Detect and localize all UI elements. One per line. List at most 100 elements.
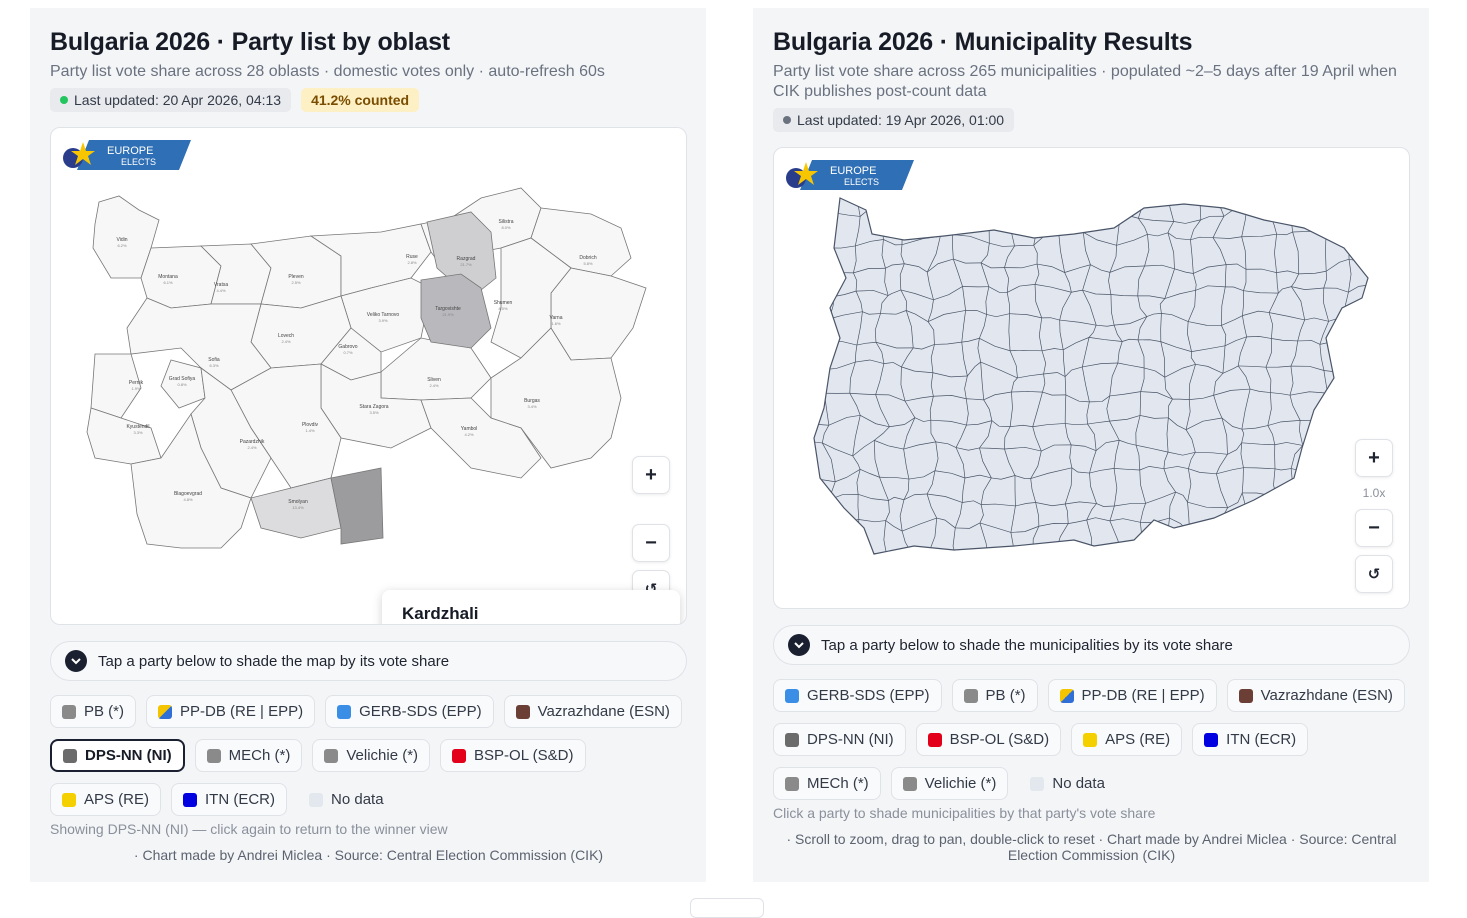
party-label: APS (RE) [84, 791, 149, 808]
party-label: No data [331, 791, 384, 808]
party-swatch-icon [158, 705, 172, 719]
party-filter-chip[interactable]: APS (RE) [1071, 723, 1182, 756]
party-swatch-icon [785, 777, 799, 791]
municipality-border [1097, 187, 1110, 195]
zoom-level: 1.0x [1355, 486, 1393, 500]
shade-hint-toggle[interactable]: Tap a party below to shade the map by it… [50, 641, 687, 681]
municipality-map[interactable]: EUROPE ELECTS + 1.0x − ↺ [773, 147, 1410, 609]
bottom-button[interactable] [690, 898, 764, 918]
oblast-value-label: 0.7% [343, 350, 353, 355]
oblast-map[interactable]: EUROPE ELECTS [50, 127, 687, 625]
shade-hint-toggle[interactable]: Tap a party below to shade the municipal… [773, 625, 1410, 665]
party-label: No data [1052, 775, 1105, 792]
zoom-in-button[interactable]: + [632, 456, 670, 494]
party-filter-chip[interactable]: Velichie (*) [312, 739, 430, 772]
party-filter-chip[interactable]: Vazrazhdane (ESN) [504, 695, 682, 728]
party-swatch-icon [903, 777, 917, 791]
municipality-border [829, 270, 834, 297]
party-label: GERB-SDS (EPP) [359, 703, 482, 720]
party-legend: GERB-SDS (EPP) PB (*) PP-DB (RE | EPP) Vazr… [773, 679, 1413, 800]
oblast-kardzhali[interactable] [331, 468, 383, 544]
party-filter-chip[interactable]: GERB-SDS (EPP) [773, 679, 942, 712]
municipality-border [1015, 183, 1039, 188]
last-updated-badge: Last updated: 19 Apr 2026, 01:00 [773, 108, 1014, 132]
counted-badge: 41.2% counted [301, 88, 419, 112]
last-updated-badge: Last updated: 20 Apr 2026, 04:13 [50, 88, 291, 112]
municipality-border [887, 555, 913, 556]
party-filter-chip[interactable]: Vazrazhdane (ESN) [1227, 679, 1405, 712]
municipality-border [1056, 549, 1091, 551]
party-filter-chip[interactable]: PP-DB (RE | EPP) [1048, 679, 1217, 712]
party-filter-chip[interactable]: PP-DB (RE | EPP) [146, 695, 315, 728]
zoom-out-button[interactable]: − [1355, 509, 1393, 547]
zoom-in-button[interactable]: + [1355, 439, 1393, 477]
oblast-value-label: 4.8% [183, 497, 193, 502]
municipality-border [809, 500, 828, 507]
party-filter-chip[interactable]: Velichie (*) [891, 767, 1009, 800]
municipality-border [1122, 546, 1139, 553]
municipality-border [830, 520, 859, 527]
municipality-border [796, 427, 806, 441]
municipality-border [1293, 212, 1327, 217]
party-swatch-icon [62, 705, 76, 719]
municipality-border [1350, 339, 1351, 377]
municipality-border [988, 559, 1015, 560]
oblast-sliven[interactable] [381, 338, 491, 400]
municipality-border [1190, 533, 1197, 555]
party-filter-chip[interactable]: BSP-OL (S&D) [916, 723, 1061, 756]
party-label: Vazrazhdane (ESN) [538, 703, 670, 720]
party-filter-chip[interactable]: APS (RE) [50, 783, 161, 816]
party-swatch-icon [207, 749, 221, 763]
party-filter-chip[interactable]: MECh (*) [773, 767, 881, 800]
municipality-map-svg[interactable] [774, 148, 1410, 609]
municipality-border [1086, 208, 1120, 210]
municipality-border [986, 182, 1015, 184]
reset-zoom-button[interactable]: ↺ [1355, 555, 1393, 593]
party-label: BSP-OL (S&D) [950, 731, 1049, 748]
party-label: DPS-NN (NI) [85, 747, 172, 764]
party-label: Velichie (*) [346, 747, 418, 764]
oblast-value-label: 1.4% [305, 428, 315, 433]
party-filter-chip[interactable]: GERB-SDS (EPP) [325, 695, 494, 728]
party-filter-chip[interactable]: DPS-NN (NI) [773, 723, 906, 756]
party-filter-chip[interactable]: ITN (ECR) [1192, 723, 1308, 756]
oblast-map-svg[interactable]: Vidin6.2%Montana6.1%Vratsa4.4%Pleven2.5%… [51, 128, 687, 625]
status-dot-icon [783, 116, 791, 124]
municipality-border [824, 184, 832, 213]
municipality-border [825, 547, 856, 552]
municipality-border [928, 556, 957, 559]
party-swatch-icon [1030, 777, 1044, 791]
municipality-border [1322, 444, 1347, 455]
municipality-border [811, 341, 827, 345]
party-filter-chip[interactable]: PB (*) [952, 679, 1038, 712]
municipality-border [1327, 218, 1346, 222]
no-data-legend: No data [297, 783, 396, 816]
status-badges: Last updated: 20 Apr 2026, 04:13 41.2% c… [50, 88, 419, 112]
municipality-border [1317, 444, 1322, 475]
municipality-border [1329, 519, 1348, 522]
oblast-kyustendil[interactable] [87, 408, 161, 464]
municipality-border [1347, 474, 1355, 494]
municipality-border [1355, 549, 1379, 554]
municipality-border [1197, 184, 1215, 195]
oblast-varna[interactable] [551, 268, 646, 360]
party-label: MECh (*) [229, 747, 291, 764]
party-filter-chip[interactable]: DPS-NN (NI) [50, 739, 185, 772]
party-filter-chip[interactable]: BSP-OL (S&D) [440, 739, 585, 772]
municipality-border [952, 216, 963, 234]
municipality-border [1328, 393, 1330, 415]
party-filter-chip[interactable]: PB (*) [50, 695, 136, 728]
municipality-border [1350, 368, 1369, 377]
party-swatch-icon [309, 793, 323, 807]
party-filter-chip[interactable]: ITN (ECR) [171, 783, 287, 816]
municipality-border [1249, 546, 1278, 552]
party-filter-chip[interactable]: MECh (*) [195, 739, 303, 772]
page-title: Bulgaria 2026 · Party list by oblast [50, 28, 450, 57]
municipality-border [1370, 284, 1374, 321]
oblast-montana[interactable] [141, 246, 221, 308]
municipality-border [797, 322, 811, 346]
municipality-border [1215, 184, 1245, 196]
municipality-border [963, 211, 993, 216]
zoom-out-button[interactable]: − [632, 524, 670, 562]
last-updated-text: Last updated: 20 Apr 2026, 04:13 [74, 88, 281, 112]
